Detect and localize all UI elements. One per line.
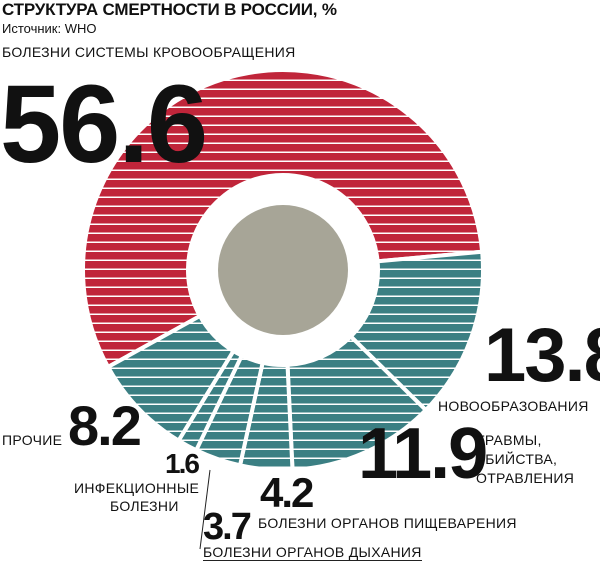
value-circulatory: 56.6 xyxy=(0,63,208,186)
donut-slice-stripes-infectious xyxy=(178,351,242,451)
leader-line-respiratory xyxy=(199,469,211,550)
donut-slice-stripes-trauma xyxy=(287,336,426,470)
value-trauma: 11.9 xyxy=(358,414,488,494)
label-neoplasms: НОВООБРАЗОВАНИЯ xyxy=(438,398,589,414)
donut-center xyxy=(218,205,348,335)
label-trauma-line1: ТРАВМЫ, xyxy=(476,432,542,448)
value-other: 8.2 xyxy=(68,394,142,457)
label-digestive: БОЛЕЗНИ ОРГАНОВ ПИЩЕВАРЕНИЯ xyxy=(258,515,517,531)
donut-slice-stripes-circulatory xyxy=(83,70,483,367)
label-other: ПРОЧИЕ xyxy=(2,432,63,448)
donut-slice-stripes-neoplasms xyxy=(350,251,483,411)
value-digestive: 4.2 xyxy=(260,469,314,516)
label-circulatory: БОЛЕЗНИ СИСТЕМЫ КРОВООБРАЩЕНИЯ xyxy=(2,44,296,60)
donut-slice-stripes-digestive xyxy=(240,362,293,471)
label-trauma-line3: ОТРАВЛЕНИЯ xyxy=(476,470,575,486)
label-trauma-line2: УБИЙСТВА, xyxy=(476,451,558,467)
label-infectious-line2: БОЛЕЗНИ xyxy=(110,498,179,514)
value-respiratory: 3.7 xyxy=(203,506,252,548)
label-infectious-line1: ИНФЕКЦИОННЫЕ xyxy=(74,480,200,496)
label-respiratory: БОЛЕЗНИ ОРГАНОВ ДЫХАНИЯ xyxy=(203,544,422,561)
donut-slice-stripes-respiratory xyxy=(196,355,263,466)
chart-title: СТРУКТУРА СМЕРТНОСТИ В РОССИИ, % xyxy=(2,0,337,19)
value-neoplasms: 13.8 xyxy=(484,313,600,398)
value-infectious: 1.6 xyxy=(165,448,200,479)
donut-slice-stripes-other xyxy=(108,316,234,441)
chart-source: Источник: WHO xyxy=(2,21,97,36)
